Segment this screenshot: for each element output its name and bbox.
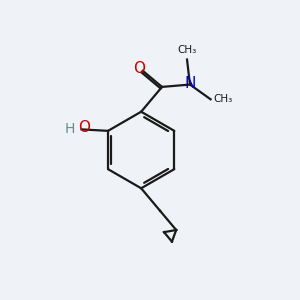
Text: O: O: [133, 61, 145, 76]
Text: H: H: [65, 122, 75, 136]
Text: N: N: [184, 76, 196, 91]
Text: CH₃: CH₃: [213, 94, 232, 104]
Text: O: O: [78, 120, 90, 135]
Text: CH₃: CH₃: [177, 45, 196, 55]
